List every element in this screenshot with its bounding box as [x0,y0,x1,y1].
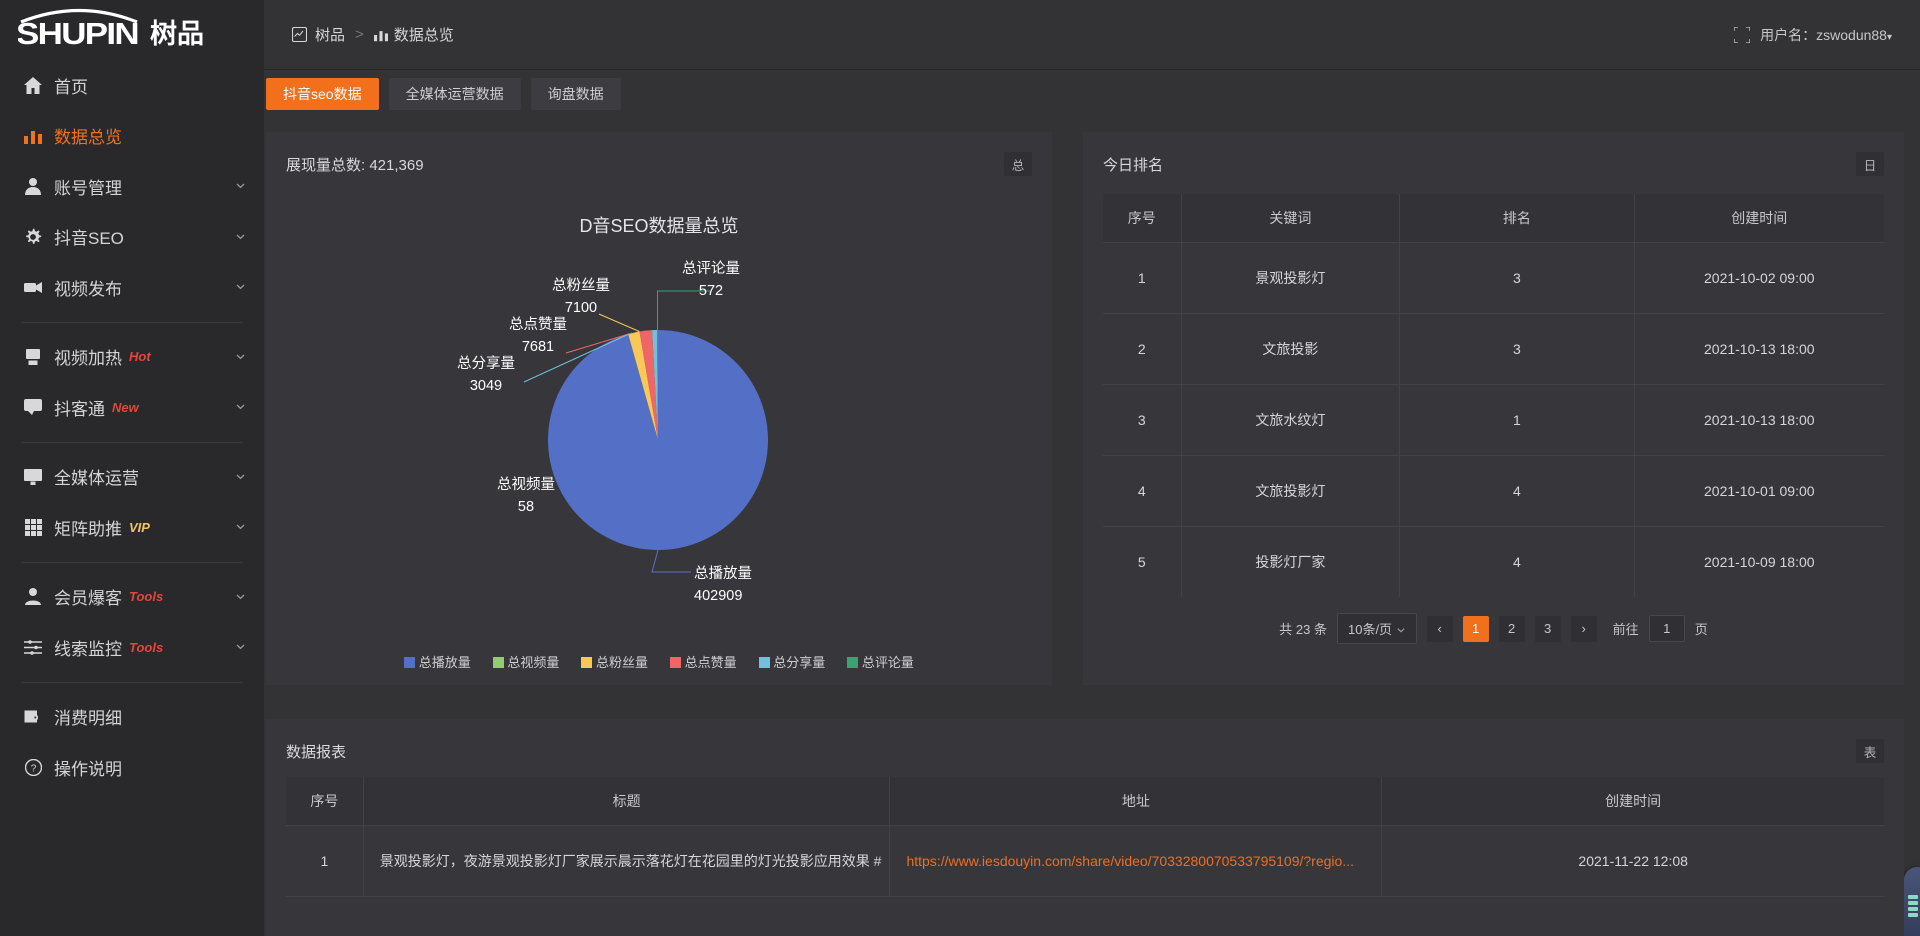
svg-text:3049: 3049 [470,378,502,394]
svg-text:树品: 树品 [150,19,204,49]
svg-text:总播放量: 总播放量 [694,565,752,582]
svg-text:58: 58 [518,499,534,515]
svg-text:?: ? [30,763,36,774]
svg-text:总视频量: 总视频量 [497,476,555,493]
svg-text:7100: 7100 [565,300,597,316]
svg-text:SHUPIN: SHUPIN [18,16,138,51]
svg-text:总点赞量: 总点赞量 [509,316,567,333]
svg-text:D音SEO数据量总览: D音SEO数据量总览 [579,216,738,236]
svg-text:总粉丝量: 总粉丝量 [552,277,610,294]
svg-text:402909: 402909 [694,588,742,604]
svg-text:572: 572 [699,283,723,299]
svg-text:总分享量: 总分享量 [457,355,515,372]
svg-text:7681: 7681 [522,339,554,355]
svg-text:总评论量: 总评论量 [682,260,740,277]
